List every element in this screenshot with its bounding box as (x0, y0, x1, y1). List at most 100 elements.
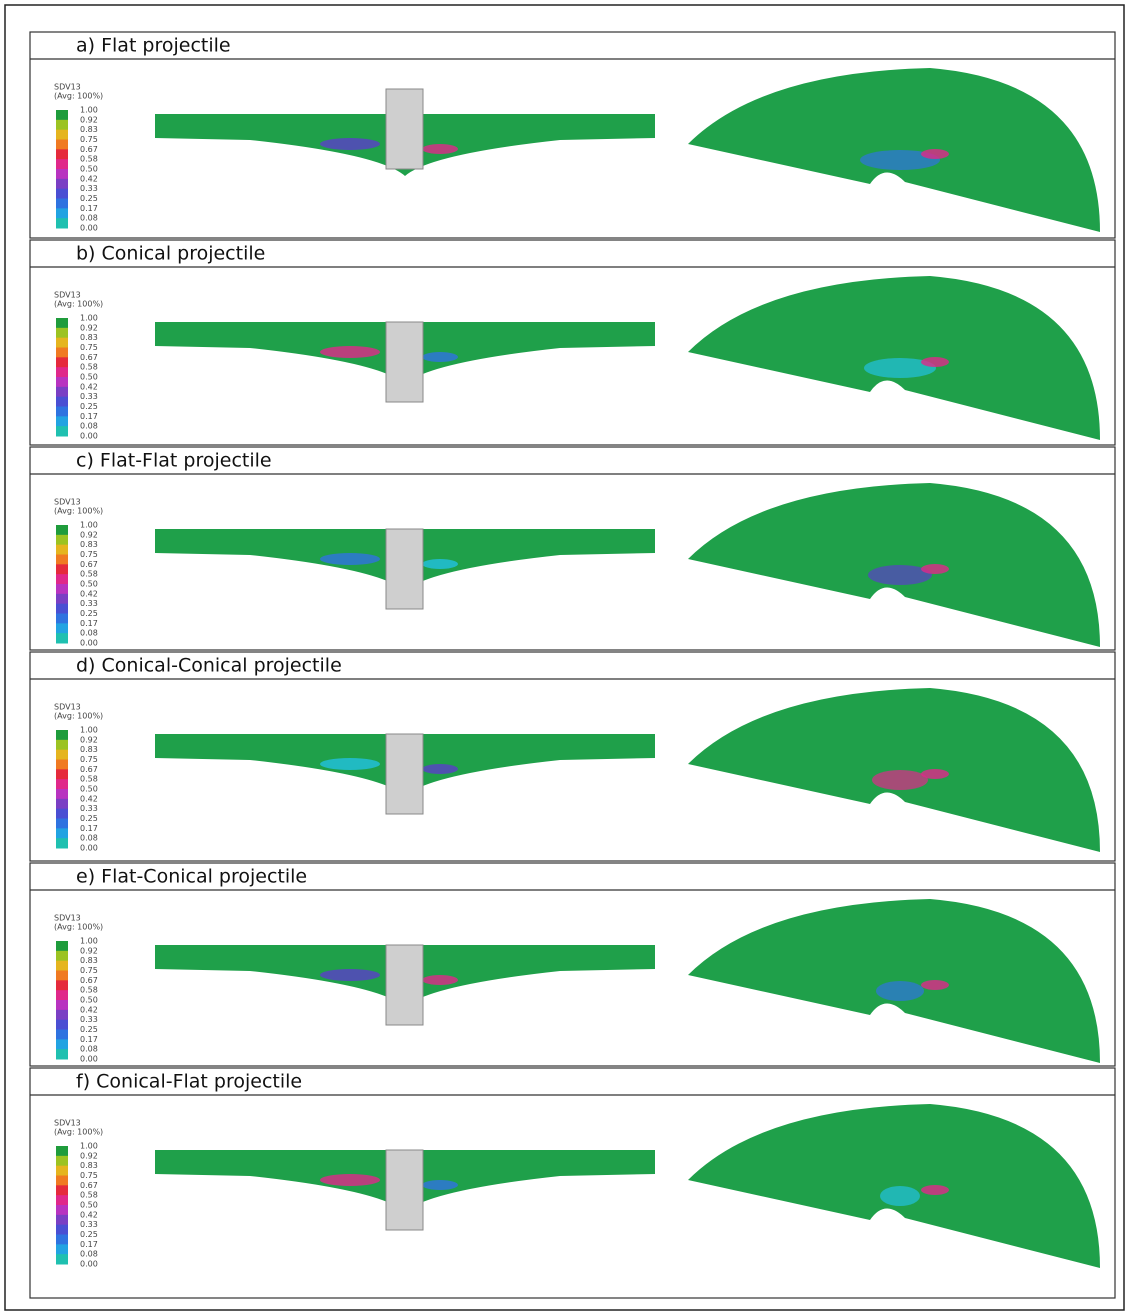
legend-tick-label: 0.17 (80, 1240, 98, 1249)
damage-zone (921, 357, 949, 367)
projectile (386, 322, 423, 402)
legend-band (56, 1166, 68, 1176)
legend-tick-label: 0.58 (80, 363, 98, 372)
legend-tick-label: 0.25 (80, 402, 98, 411)
legend-band (56, 338, 68, 348)
legend-band (56, 555, 68, 565)
panel-label: e) Flat-Conical projectile (76, 866, 307, 888)
legend-band (56, 159, 68, 169)
legend-tick-label: 0.17 (80, 412, 98, 421)
legend-tick-label: 0.00 (80, 432, 98, 441)
legend-subtitle: (Avg: 100%) (54, 923, 103, 932)
legend-band (56, 623, 68, 633)
legend-tick-label: 0.25 (80, 194, 98, 203)
legend-tick-label: 0.92 (80, 115, 98, 124)
damage-zone (320, 969, 380, 981)
legend-band (56, 377, 68, 387)
legend-subtitle: (Avg: 100%) (54, 1128, 103, 1137)
legend-tick-label: 0.92 (80, 530, 98, 539)
damage-zone (422, 559, 458, 569)
panel: e) Flat-Conical projectileSDV13(Avg: 100… (30, 863, 1115, 1066)
legend-band (56, 1039, 68, 1049)
legend-tick-label: 0.00 (80, 224, 98, 233)
legend-tick-label: 0.58 (80, 775, 98, 784)
legend-tick-label: 0.25 (80, 1230, 98, 1239)
legend-band (56, 971, 68, 981)
legend-band (56, 799, 68, 809)
legend-band (56, 750, 68, 760)
legend-tick-label: 0.67 (80, 1181, 98, 1190)
legend-band (56, 1254, 68, 1264)
legend-band (56, 208, 68, 218)
legend-tick-label: 0.75 (80, 550, 98, 559)
legend-tick-label: 0.83 (80, 333, 98, 342)
legend-band (56, 574, 68, 584)
damage-zone (921, 980, 949, 990)
legend-band (56, 941, 68, 951)
legend-tick-label: 0.67 (80, 353, 98, 362)
legend-band (56, 545, 68, 555)
legend-tick-label: 0.17 (80, 824, 98, 833)
legend-tick-label: 0.67 (80, 560, 98, 569)
legend-tick-label: 0.67 (80, 765, 98, 774)
legend-subtitle: (Avg: 100%) (54, 92, 103, 101)
legend-tick-label: 1.00 (80, 937, 98, 946)
legend-band (56, 604, 68, 614)
damage-zone (876, 981, 924, 1001)
legend-title: SDV13 (54, 498, 81, 507)
legend-tick-label: 0.17 (80, 1035, 98, 1044)
legend-band (56, 1000, 68, 1010)
legend-band (56, 769, 68, 779)
legend-tick-label: 0.42 (80, 794, 98, 803)
legend-tick-label: 0.92 (80, 946, 98, 955)
legend-band (56, 1235, 68, 1245)
legend-band (56, 149, 68, 159)
legend-band (56, 426, 68, 436)
legend-tick-label: 0.08 (80, 422, 98, 431)
legend-band (56, 218, 68, 228)
legend-band (56, 387, 68, 397)
legend-band (56, 189, 68, 199)
legend-band (56, 584, 68, 594)
legend-tick-label: 1.00 (80, 106, 98, 115)
legend-tick-label: 0.92 (80, 1151, 98, 1160)
projectile (386, 1150, 423, 1230)
damage-zone (422, 975, 458, 985)
damage-zone (921, 564, 949, 574)
legend-tick-label: 0.25 (80, 609, 98, 618)
projectile (386, 734, 423, 814)
legend-band (56, 819, 68, 829)
legend-tick-label: 0.33 (80, 1015, 98, 1024)
legend-band (56, 407, 68, 417)
legend-tick-label: 0.25 (80, 814, 98, 823)
legend-tick-label: 0.50 (80, 785, 98, 794)
legend-band (56, 1010, 68, 1020)
legend-tick-label: 0.83 (80, 125, 98, 134)
legend-band (56, 990, 68, 1000)
legend-tick-label: 0.33 (80, 599, 98, 608)
legend-tick-label: 0.92 (80, 323, 98, 332)
damage-zone (422, 764, 458, 774)
legend-band (56, 199, 68, 209)
legend-band (56, 1020, 68, 1030)
damage-zone (320, 346, 380, 358)
damage-zone (422, 1180, 458, 1190)
legend-band (56, 809, 68, 819)
legend-title: SDV13 (54, 83, 81, 92)
legend-tick-label: 0.42 (80, 382, 98, 391)
legend-band (56, 1195, 68, 1205)
legend-tick-label: 0.50 (80, 165, 98, 174)
legend-band (56, 328, 68, 338)
legend-tick-label: 0.50 (80, 1201, 98, 1210)
legend-band (56, 367, 68, 377)
legend-tick-label: 0.33 (80, 184, 98, 193)
legend-tick-label: 0.75 (80, 966, 98, 975)
legend-tick-label: 0.33 (80, 1220, 98, 1229)
legend-tick-label: 0.08 (80, 1045, 98, 1054)
legend-title: SDV13 (54, 1119, 81, 1128)
legend-band (56, 730, 68, 740)
legend-tick-label: 0.00 (80, 1260, 98, 1269)
legend-tick-label: 0.17 (80, 619, 98, 628)
